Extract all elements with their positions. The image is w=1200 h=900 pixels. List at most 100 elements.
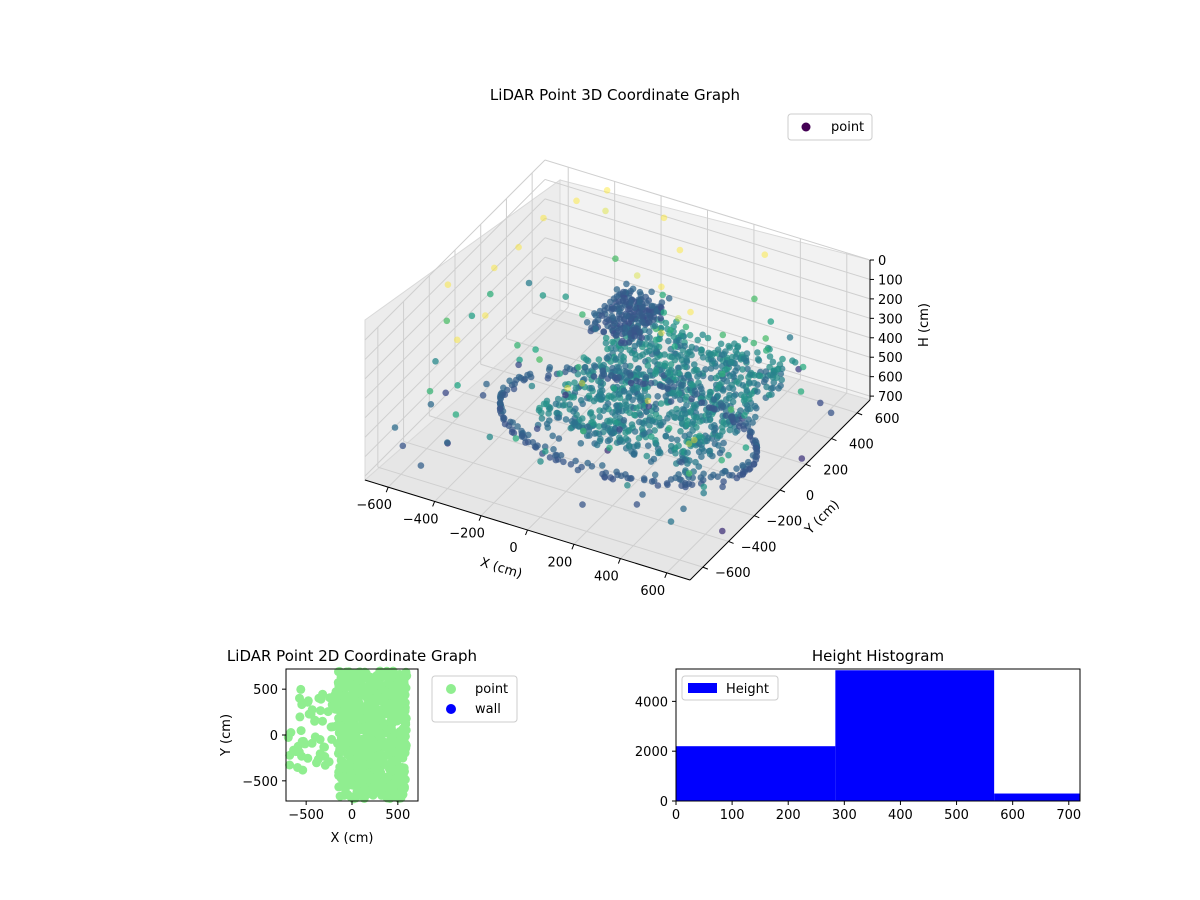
point-2d-745 (296, 684, 306, 694)
point-3d-386 (743, 350, 751, 357)
point-2d-754 (310, 715, 320, 725)
point-3d-1346 (669, 389, 677, 397)
point-3d-1426 (742, 444, 750, 451)
point-3d-495 (640, 431, 647, 438)
histogram-bar-1 (835, 670, 995, 801)
point-3d-762 (546, 417, 553, 424)
y-tick-3d-5 (831, 438, 837, 442)
point-3d-1027 (744, 458, 752, 466)
point-3d-837 (599, 393, 606, 401)
point-3d-991 (688, 395, 695, 403)
point-3d-1358 (528, 382, 536, 390)
point-3d-1089 (599, 368, 607, 375)
point-3d-1019 (740, 425, 748, 433)
histogram-ticks: 0 100 200 300 400 500 600 700 0 2000 4000 (635, 695, 1081, 823)
point-3d-1113 (496, 405, 504, 413)
grid-z-back-3 (544, 217, 871, 319)
point-3d-568 (625, 442, 633, 449)
point-3d-1388 (579, 501, 586, 508)
point-3d-1383 (750, 339, 758, 347)
point-2d-590 (382, 738, 392, 747)
y-tick-label-3d-0: −600 (715, 566, 751, 581)
point-3d-895 (595, 356, 603, 363)
point-3d-1437 (602, 207, 609, 215)
point-3d-838 (756, 372, 764, 380)
legend-3d-marker (801, 122, 811, 132)
histogram-title: Height Histogram (812, 647, 944, 665)
point-3d-1415 (620, 417, 628, 424)
point-2d-755 (299, 736, 308, 746)
point-3d-696 (590, 397, 598, 405)
point-3d-1318 (622, 324, 630, 332)
x-tick-label-3d-5: 400 (594, 570, 619, 585)
point-3d-1316 (638, 318, 646, 325)
z-tick-label-3d-5: 500 (878, 351, 903, 366)
point-3d-1380 (763, 347, 770, 354)
point-3d-907 (675, 380, 683, 388)
point-3d-1409 (612, 255, 619, 262)
point-3d-1207 (583, 319, 591, 326)
y-tick-3d-1 (728, 540, 734, 544)
point-3d-1230 (648, 288, 655, 296)
point-3d-364 (702, 366, 709, 373)
point-3d-1108 (566, 365, 574, 373)
point-2d-749 (325, 693, 335, 703)
grid-z-side-1 (364, 179, 546, 360)
point-3d-11 (779, 355, 786, 363)
point-3d-749 (731, 340, 738, 348)
point-3d-824 (741, 336, 749, 343)
point-3d-660 (688, 421, 696, 428)
point-3d-726 (706, 388, 714, 396)
point-2d-636 (354, 703, 364, 712)
point-3d-546 (732, 347, 740, 355)
y-tick-3d-4 (805, 463, 811, 467)
point-3d-856 (698, 385, 705, 393)
point-2d-758 (326, 722, 336, 732)
point-3d-1045 (534, 442, 541, 450)
point-3d-554 (668, 435, 675, 443)
point-3d-1394 (665, 425, 673, 432)
point-3d-636 (628, 421, 636, 428)
point-3d-1212 (610, 305, 618, 312)
point-3d-934 (697, 474, 705, 481)
point-3d-823 (581, 383, 589, 391)
point-3d-661 (646, 367, 654, 375)
point-3d-1209 (613, 286, 621, 293)
point-2d-753 (319, 742, 329, 752)
point-3d-597 (739, 382, 747, 389)
point-3d-1423 (660, 309, 668, 316)
point-3d-1398 (561, 401, 569, 409)
point-3d-1424 (719, 370, 726, 378)
point-3d-1097 (526, 370, 534, 378)
point-3d-1095 (733, 474, 741, 482)
point-3d-1414 (515, 361, 522, 369)
point-3d-888 (565, 380, 572, 388)
point-3d-1340 (580, 427, 587, 435)
point-3d-1183 (665, 295, 673, 302)
point-3d-541 (683, 438, 690, 445)
point-2d-583 (355, 753, 365, 763)
point-2d-673 (400, 731, 410, 741)
point-3d-1419 (532, 346, 539, 353)
y-tick-label-2d-0: −500 (242, 775, 278, 790)
point-3d-765 (686, 348, 694, 356)
point-2d-596 (334, 782, 344, 792)
point-3d-853 (626, 390, 633, 397)
point-2d-694 (357, 771, 367, 781)
point-3d-500 (704, 334, 712, 342)
legend-histogram-swatch (688, 683, 717, 693)
point-2d-639 (401, 671, 411, 681)
point-3d-465 (674, 436, 681, 444)
point-3d-1078 (734, 416, 741, 424)
point-2d-733 (289, 745, 299, 755)
point-3d-1311 (631, 332, 638, 340)
point-3d-780 (549, 432, 556, 440)
z-tick-label-3d-3: 300 (878, 312, 903, 327)
point-3d-1295 (636, 298, 644, 306)
ticks-3d: −600−400−2000200400600−600−400−200020040… (356, 254, 902, 599)
chart-histogram: Height Histogram 0 100 200 300 400 500 600 7000… (635, 647, 1081, 823)
point-3d-1341 (627, 379, 635, 387)
x-tick-label-2d-1: 0 (348, 808, 356, 823)
point-3d-1449 (691, 436, 698, 444)
point-3d-1023 (739, 462, 746, 469)
